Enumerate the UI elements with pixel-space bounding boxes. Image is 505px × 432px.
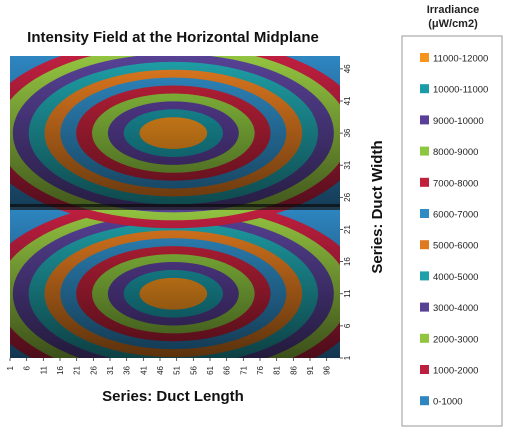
legend-swatch	[420, 53, 429, 62]
legend-label: 2000-3000	[433, 334, 478, 345]
chart-title: Intensity Field at the Horizontal Midpla…	[27, 29, 319, 46]
legend-swatch	[420, 302, 429, 312]
x-tick-label: 36	[123, 365, 132, 374]
legend-label: 1000-2000	[433, 366, 478, 377]
legend-label: 10000-11000	[433, 85, 488, 96]
x-tick-label: 86	[289, 365, 298, 374]
legend-label: 5000-6000	[433, 241, 478, 252]
legend-label: 7000-8000	[433, 178, 478, 189]
legend-label: 6000-7000	[433, 210, 478, 221]
y-tick-label: 41	[343, 96, 352, 105]
legend-swatch	[420, 209, 429, 218]
legend-title-line1: Irradiance	[427, 4, 480, 16]
y-tick-label: 46	[343, 64, 352, 73]
legend-swatch	[420, 115, 429, 125]
y-tick-label: 21	[343, 224, 352, 233]
legend: 11000-12000 10000-11000 9000-10000 8000-900…	[420, 53, 488, 408]
x-tick-label: 76	[256, 365, 265, 374]
legend-swatch	[420, 146, 429, 156]
legend-label: 11000-12000	[433, 54, 488, 65]
x-tick-label: 46	[156, 365, 165, 374]
legend-swatch	[420, 396, 429, 406]
x-tick-label: 41	[139, 365, 148, 374]
x-tick-label: 61	[206, 365, 215, 374]
x-tick-label: 71	[239, 365, 248, 374]
x-tick-label: 6	[23, 365, 32, 370]
x-axis-ticks: 1 6 11 16 21 26 31 36 41 46 51 56 61 66 71 76 81 86 91 96	[6, 358, 332, 375]
x-axis-title: Series: Duct Length	[102, 388, 244, 405]
y-tick-label: 1	[343, 355, 352, 360]
y-axis-title: Series: Duct Width	[369, 140, 386, 273]
legend-swatch	[420, 177, 429, 187]
x-tick-label: 91	[306, 365, 315, 374]
y-tick-label: 11	[343, 289, 352, 298]
legend-swatch	[420, 333, 429, 343]
legend-label: 3000-4000	[433, 303, 478, 314]
x-tick-label: 26	[89, 365, 98, 374]
lower-shading	[10, 207, 340, 358]
plot-area	[10, 56, 340, 358]
y-tick-label: 6	[343, 323, 352, 328]
legend-swatch	[420, 84, 429, 94]
legend-label: 0-1000	[433, 397, 463, 408]
x-tick-label: 11	[39, 365, 48, 374]
y-tick-label: 36	[343, 128, 352, 137]
legend-label: 8000-9000	[433, 147, 478, 158]
x-tick-label: 21	[73, 365, 82, 374]
y-tick-label: 26	[343, 192, 352, 201]
y-tick-label: 16	[343, 257, 352, 266]
legend-box	[401, 35, 503, 427]
legend-label: 4000-5000	[433, 272, 478, 283]
x-tick-label: 81	[273, 365, 282, 374]
x-tick-label: 16	[56, 365, 65, 374]
x-tick-label: 66	[223, 365, 232, 374]
legend-title-line2: (μW/cm2)	[428, 18, 478, 30]
legend-swatch	[420, 271, 429, 281]
x-tick-label: 96	[323, 365, 332, 374]
x-tick-label: 56	[189, 365, 198, 374]
x-tick-label: 31	[106, 365, 115, 374]
x-tick-label: 1	[6, 365, 15, 370]
x-tick-label: 51	[173, 365, 182, 374]
y-tick-label: 31	[343, 160, 352, 169]
legend-label: 9000-10000	[433, 116, 484, 127]
legend-swatch	[420, 365, 429, 374]
upper-shading	[10, 56, 340, 207]
legend-swatch	[420, 240, 429, 250]
